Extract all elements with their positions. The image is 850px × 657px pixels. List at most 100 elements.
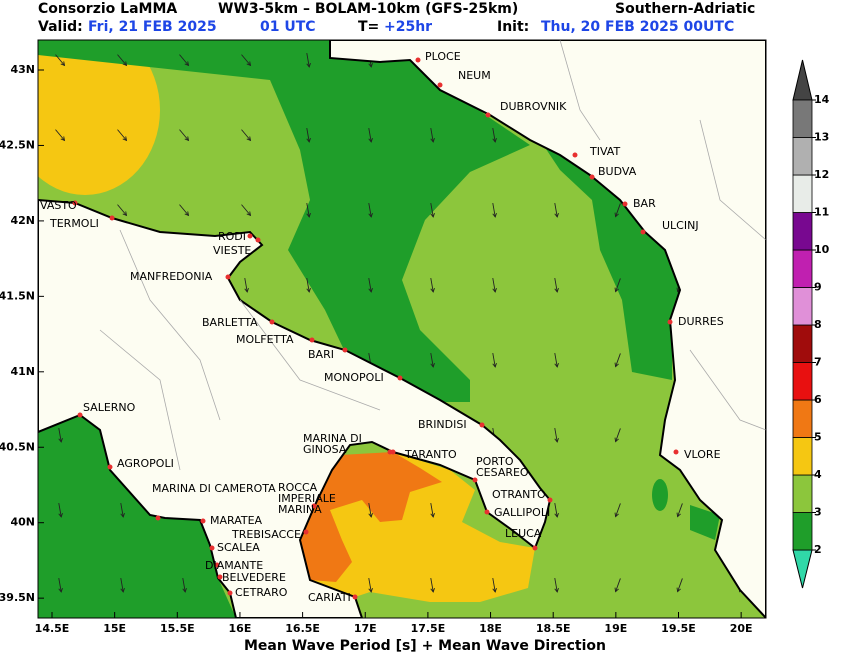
colorbar-label: 13 bbox=[814, 131, 829, 144]
lon-tick-label: 15.5E bbox=[160, 622, 195, 635]
arrow-head bbox=[554, 437, 559, 443]
lon-tick-label: 18.5E bbox=[536, 622, 571, 635]
arrow-head bbox=[554, 587, 559, 593]
city-label: MARINA DI CAMEROTA bbox=[152, 482, 276, 495]
arrow-shaft bbox=[368, 578, 372, 592]
valid-label: Valid: bbox=[38, 19, 83, 35]
arrow-head bbox=[554, 362, 559, 368]
arrow-head bbox=[368, 287, 373, 293]
city-dot bbox=[352, 594, 358, 600]
city-dot bbox=[217, 574, 223, 580]
city-label: DIAMANTE bbox=[205, 559, 263, 572]
arrow-shaft bbox=[430, 578, 434, 592]
arrow-shaft bbox=[241, 54, 251, 66]
arrow-head bbox=[614, 362, 619, 368]
lon-tick-label: 17E bbox=[354, 622, 377, 635]
lat-tick-label: 43N bbox=[10, 63, 35, 76]
city-label: TERMOLI bbox=[49, 217, 99, 230]
border-line bbox=[689, 349, 766, 431]
init-label: Init: bbox=[497, 19, 529, 35]
border-line bbox=[119, 229, 221, 421]
wave-arrow bbox=[676, 578, 683, 593]
wave-arrow bbox=[554, 353, 559, 368]
city-dot bbox=[472, 477, 478, 483]
city-dot bbox=[673, 449, 679, 455]
arrow-shaft bbox=[492, 278, 496, 292]
arrow-shaft bbox=[241, 129, 251, 141]
colorbar-label: 12 bbox=[814, 168, 829, 181]
lon-tick-label: 19E bbox=[604, 622, 627, 635]
arrow-head bbox=[58, 512, 63, 518]
colorbar-swatch bbox=[792, 362, 813, 401]
arrow-shaft bbox=[430, 128, 434, 142]
arrow-head bbox=[430, 212, 435, 218]
city-dot bbox=[255, 237, 261, 243]
colorbar-label: 8 bbox=[814, 318, 822, 331]
lon-tick-label: 20E bbox=[730, 622, 753, 635]
city-label: BAR bbox=[633, 197, 656, 210]
arrow-shaft bbox=[430, 503, 434, 517]
city-dot bbox=[484, 509, 490, 515]
city-dot bbox=[547, 497, 553, 503]
wave-arrow bbox=[58, 578, 63, 593]
lon-tick-label: 16.5E bbox=[285, 622, 320, 635]
colorbar-swatch bbox=[792, 137, 813, 176]
wave-arrow bbox=[676, 503, 683, 518]
arrow-shaft bbox=[55, 54, 65, 66]
arrow-shaft bbox=[306, 53, 310, 67]
border-line bbox=[699, 119, 766, 241]
wave-arrow bbox=[554, 278, 559, 293]
colorbar-swatch bbox=[792, 324, 813, 363]
city-dot bbox=[214, 562, 220, 568]
city-dot bbox=[225, 274, 231, 280]
city-dot bbox=[485, 112, 491, 118]
wave-arrow bbox=[117, 204, 128, 217]
city-label: TIVAT bbox=[589, 145, 620, 158]
lat-tick-label: 41N bbox=[10, 365, 35, 378]
city-label: RODI bbox=[218, 230, 246, 243]
valid-time: 01 UTC bbox=[260, 19, 316, 35]
wave-arrow bbox=[120, 503, 125, 518]
wave-arrow bbox=[120, 578, 125, 593]
city-dot bbox=[303, 529, 309, 535]
arrow-head bbox=[368, 212, 373, 218]
wave-arrow bbox=[430, 203, 435, 218]
city-dot bbox=[227, 590, 233, 596]
arrow-shaft bbox=[430, 203, 434, 217]
city-label: DUBROVNIK bbox=[500, 100, 567, 113]
arrow-head bbox=[120, 587, 125, 593]
city-label: TARANTO bbox=[404, 448, 457, 461]
arrow-shaft bbox=[554, 278, 558, 292]
arrow-shaft bbox=[306, 203, 310, 217]
arrow-head bbox=[614, 437, 619, 443]
city-label: BARLETTA bbox=[202, 316, 258, 329]
city-dot bbox=[311, 503, 317, 509]
colorbar-over bbox=[792, 59, 813, 101]
arrow-head bbox=[676, 587, 681, 593]
city-label: TREBISACCE bbox=[231, 528, 301, 541]
arrow-head bbox=[120, 512, 125, 518]
arrow-head bbox=[244, 287, 249, 293]
wave-arrow bbox=[368, 503, 373, 518]
arrow-head bbox=[554, 212, 559, 218]
wave-arrow bbox=[306, 278, 311, 293]
wave-arrow bbox=[179, 204, 190, 217]
wave-arrow bbox=[368, 278, 373, 293]
wave-arrow bbox=[492, 353, 497, 368]
wave-arrow bbox=[430, 353, 435, 368]
colorbar-under bbox=[792, 549, 813, 589]
arrow-shaft bbox=[179, 54, 189, 66]
valid-date: Fri, 21 FEB 2025 bbox=[88, 19, 217, 35]
colorbar-label: 2 bbox=[814, 543, 822, 556]
wave-arrow bbox=[492, 203, 497, 218]
wave-arrow bbox=[614, 203, 621, 218]
city-label: NEUM bbox=[458, 69, 491, 82]
wave-arrow bbox=[55, 129, 66, 142]
arrow-head bbox=[184, 211, 190, 217]
colorbar-swatch bbox=[792, 287, 813, 326]
lon-tick-label: 16E bbox=[229, 622, 252, 635]
border-line bbox=[99, 329, 181, 471]
city-label: BARI bbox=[308, 348, 334, 361]
wave-arrow bbox=[241, 204, 252, 217]
city-dot bbox=[200, 518, 206, 524]
